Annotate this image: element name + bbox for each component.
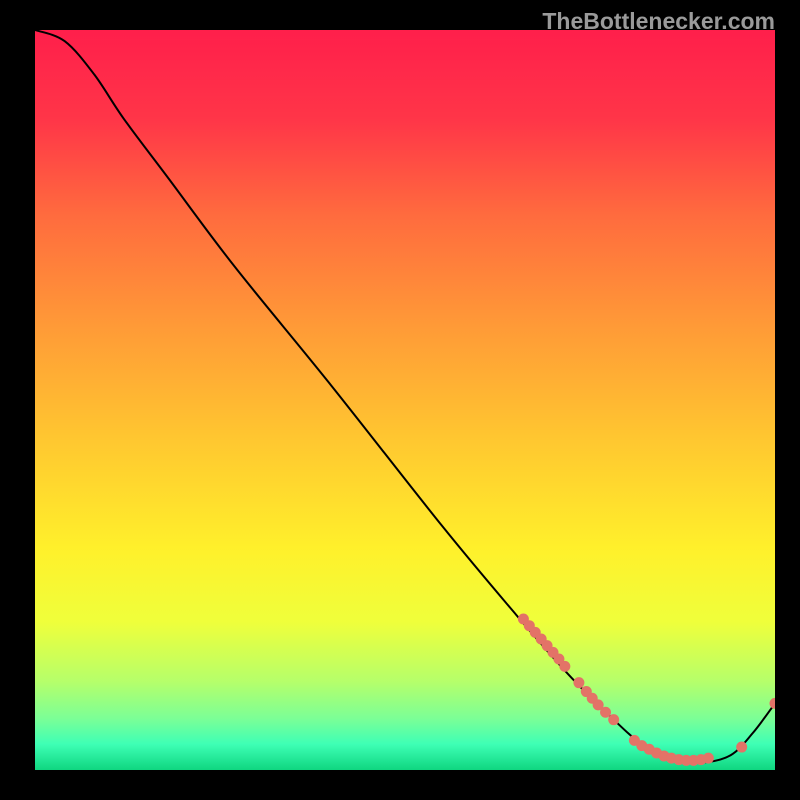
plot-area — [35, 30, 775, 770]
data-marker — [609, 715, 619, 725]
chart-svg — [35, 30, 775, 770]
data-marker — [574, 678, 584, 688]
bottleneck-curve — [35, 30, 775, 763]
data-marker — [560, 661, 570, 671]
data-marker — [593, 700, 603, 710]
data-marker — [601, 707, 611, 717]
data-marker — [770, 698, 775, 708]
data-marker — [737, 742, 747, 752]
data-marker — [703, 753, 713, 763]
watermark-text: TheBottlenecker.com — [542, 8, 775, 35]
chart-stage: TheBottlenecker.com — [0, 0, 800, 800]
